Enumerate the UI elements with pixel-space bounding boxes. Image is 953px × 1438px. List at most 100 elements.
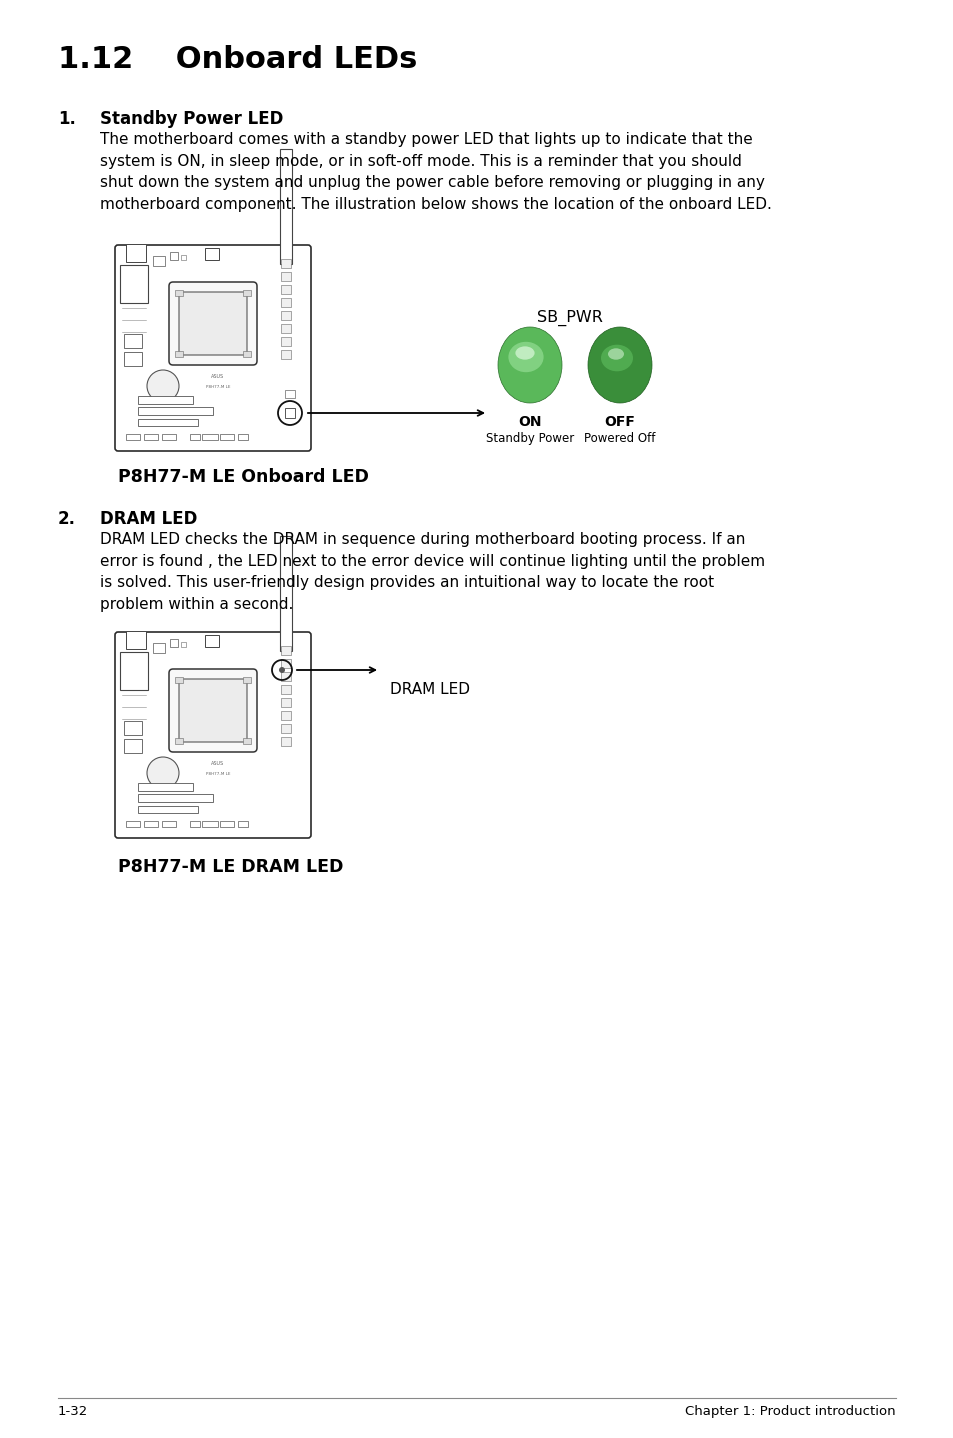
Text: SB_PWR: SB_PWR (537, 311, 602, 326)
Bar (138, 395, 193, 404)
Text: Chapter 1: Product introduction: Chapter 1: Product introduction (684, 1405, 895, 1418)
FancyBboxPatch shape (115, 244, 311, 452)
Ellipse shape (515, 347, 534, 360)
Bar (181, 255, 186, 260)
Bar (281, 272, 291, 280)
Bar (138, 807, 198, 812)
Text: 2.: 2. (58, 510, 76, 528)
Text: DRAM LED: DRAM LED (390, 683, 470, 697)
Circle shape (278, 667, 285, 673)
Bar (124, 739, 142, 754)
Text: Powered Off: Powered Off (583, 431, 655, 444)
Text: The motherboard comes with a standby power LED that lights up to indicate that t: The motherboard comes with a standby pow… (100, 132, 771, 211)
FancyBboxPatch shape (169, 669, 256, 752)
Text: P8H77-M LE Onboard LED: P8H77-M LE Onboard LED (118, 467, 369, 486)
Bar (138, 418, 198, 426)
Bar (144, 434, 158, 440)
Circle shape (147, 370, 179, 403)
Bar (202, 821, 218, 827)
Bar (281, 324, 291, 334)
Bar (280, 150, 292, 265)
Bar (126, 821, 140, 827)
Ellipse shape (607, 348, 623, 360)
Ellipse shape (497, 326, 561, 403)
Text: Standby Power LED: Standby Power LED (100, 109, 283, 128)
Bar (281, 259, 291, 267)
Bar (138, 407, 213, 416)
Ellipse shape (600, 345, 633, 371)
Bar (243, 677, 251, 683)
Bar (138, 784, 193, 791)
Bar (281, 311, 291, 321)
Bar (220, 434, 233, 440)
Ellipse shape (587, 326, 651, 403)
Text: ASUS: ASUS (212, 374, 224, 380)
Bar (285, 408, 294, 418)
Bar (280, 536, 292, 651)
Bar (243, 738, 251, 743)
Text: DRAM LED: DRAM LED (100, 510, 197, 528)
Circle shape (147, 756, 179, 789)
Bar (138, 794, 213, 802)
Bar (144, 821, 158, 827)
Text: 1.: 1. (58, 109, 76, 128)
Text: OFF: OFF (604, 416, 635, 429)
Bar (152, 643, 165, 653)
Bar (281, 298, 291, 306)
Text: P8H77-M LE DRAM LED: P8H77-M LE DRAM LED (118, 858, 343, 876)
Bar (124, 720, 142, 735)
FancyBboxPatch shape (169, 282, 256, 365)
Text: ASUS: ASUS (212, 761, 224, 766)
Bar (181, 641, 186, 647)
FancyBboxPatch shape (179, 679, 247, 742)
Text: ON: ON (517, 416, 541, 429)
Bar (281, 684, 291, 695)
Bar (205, 636, 219, 647)
Bar (120, 651, 148, 690)
Bar (281, 646, 291, 654)
Bar (281, 710, 291, 720)
Bar (205, 247, 219, 260)
Bar (190, 434, 200, 440)
Bar (126, 244, 146, 262)
Bar (152, 256, 165, 266)
Bar (281, 738, 291, 746)
Text: 1-32: 1-32 (58, 1405, 89, 1418)
Bar (243, 351, 251, 357)
FancyBboxPatch shape (115, 631, 311, 838)
Text: Standby Power: Standby Power (485, 431, 574, 444)
Bar (285, 390, 294, 398)
Text: P8H77-M LE: P8H77-M LE (206, 772, 230, 777)
Bar (174, 290, 183, 296)
Bar (162, 434, 175, 440)
Bar (124, 334, 142, 348)
Bar (281, 349, 291, 360)
Bar (220, 821, 233, 827)
Bar (202, 434, 218, 440)
Bar (281, 723, 291, 733)
Bar (174, 351, 183, 357)
Bar (243, 290, 251, 296)
Bar (281, 285, 291, 293)
Bar (170, 252, 178, 260)
Bar (170, 638, 178, 647)
Bar (281, 697, 291, 707)
Bar (237, 821, 248, 827)
Bar (281, 336, 291, 347)
Bar (174, 738, 183, 743)
Bar (126, 434, 140, 440)
Bar (162, 821, 175, 827)
Text: DRAM LED checks the DRAM in sequence during motherboard booting process. If an
e: DRAM LED checks the DRAM in sequence dur… (100, 532, 764, 611)
Bar (190, 821, 200, 827)
Ellipse shape (508, 342, 543, 372)
Text: P8H77-M LE: P8H77-M LE (206, 385, 230, 390)
Bar (124, 352, 142, 367)
FancyBboxPatch shape (179, 292, 247, 355)
Bar (281, 659, 291, 669)
Bar (120, 265, 148, 303)
Bar (174, 677, 183, 683)
Bar (237, 434, 248, 440)
Text: 1.12    Onboard LEDs: 1.12 Onboard LEDs (58, 45, 417, 73)
Bar (126, 631, 146, 649)
Bar (281, 672, 291, 682)
